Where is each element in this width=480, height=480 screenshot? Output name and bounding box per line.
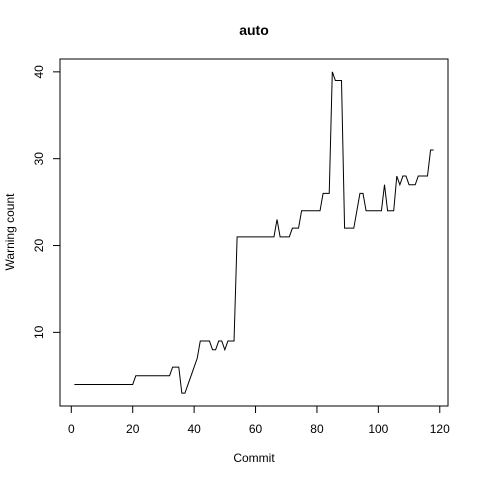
chart-title: auto: [239, 22, 269, 38]
x-tick-label: 40: [187, 422, 201, 436]
y-tick-label: 20: [32, 239, 46, 253]
y-tick-label: 10: [32, 325, 46, 339]
x-tick-label: 100: [368, 422, 388, 436]
y-tick-label: 40: [32, 65, 46, 79]
x-tick-label: 60: [249, 422, 263, 436]
x-axis-label: Commit: [233, 451, 275, 465]
data-line: [74, 71, 434, 394]
x-tick-label: 0: [68, 422, 75, 436]
x-tick-label: 120: [430, 422, 450, 436]
x-tick-label: 20: [126, 422, 140, 436]
y-tick-label: 30: [32, 152, 46, 166]
x-tick-label: 80: [310, 422, 324, 436]
y-axis-label: Warning count: [3, 193, 17, 271]
